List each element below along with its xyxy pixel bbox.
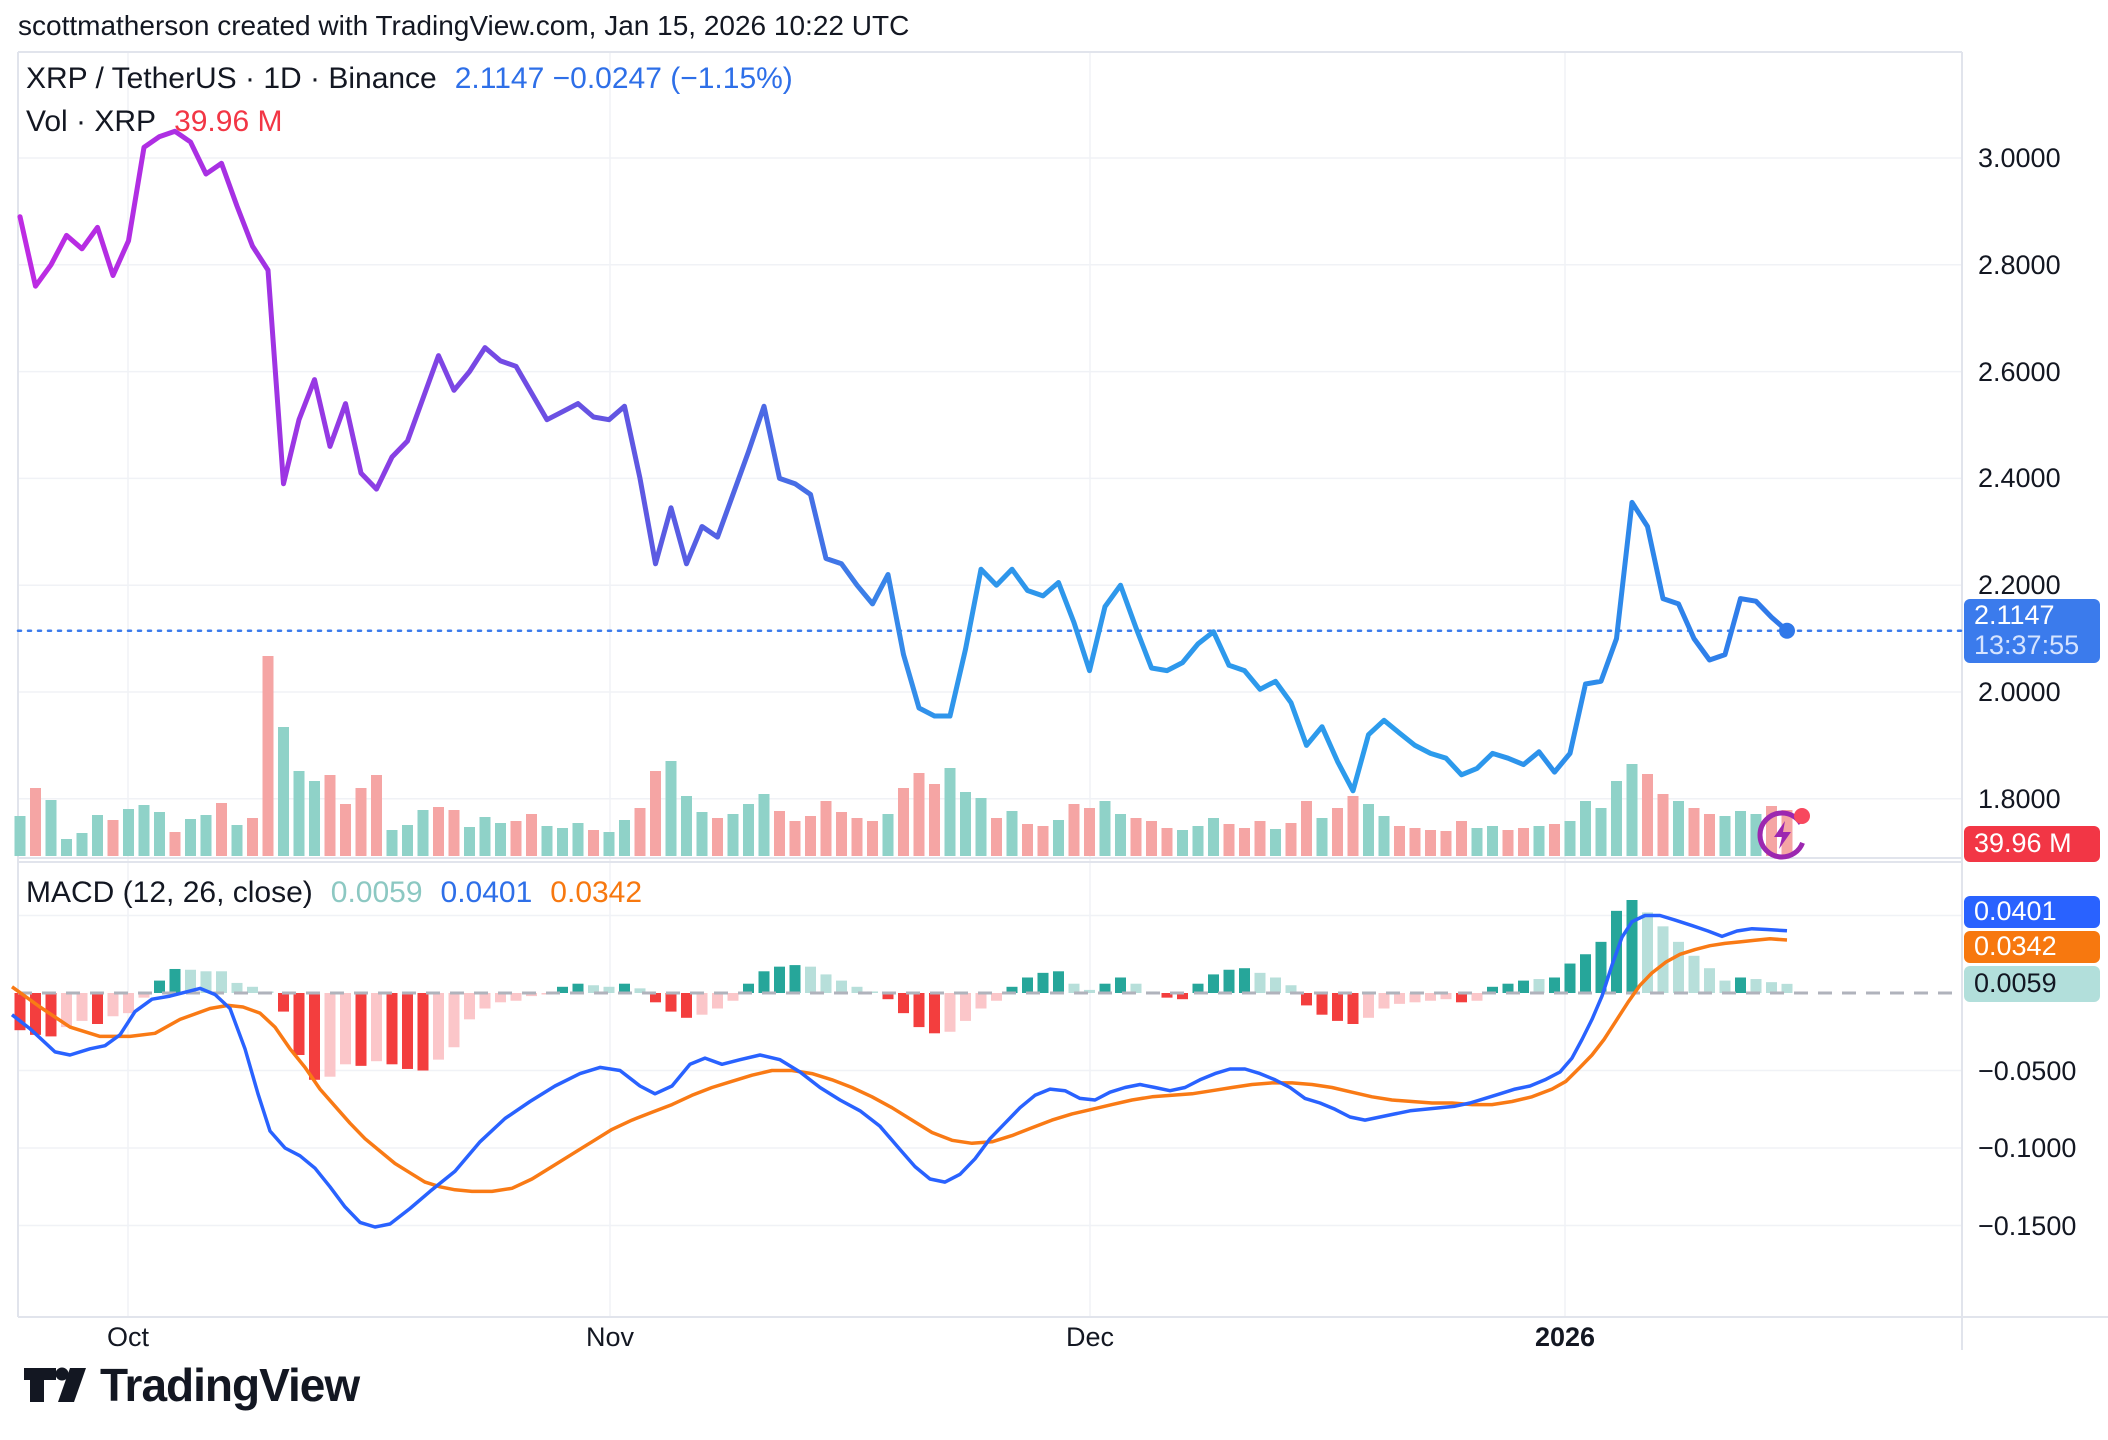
price-tick-label: 1.8000	[1978, 783, 2061, 814]
macd-tick-label: −0.1500	[1978, 1210, 2077, 1241]
volume-bars	[14, 656, 1793, 856]
macd-legend[interactable]: MACD (12, 26, close) 0.0059 0.0401 0.034…	[26, 876, 642, 910]
macd-histogram	[14, 900, 1962, 1080]
macd-hist-value: 0.0059	[330, 876, 423, 909]
macd-lines	[10, 913, 1788, 1229]
volume-legend-value: 39.96 M	[174, 105, 283, 138]
macd-line-value: 0.0401	[440, 876, 533, 909]
price-tick-label: 3.0000	[1978, 143, 2061, 173]
tradingview-logo-text: TradingView	[100, 1359, 360, 1411]
time-tick-label-2026: 2026	[1534, 1322, 1596, 1352]
gridlines	[18, 52, 1962, 1317]
time-tick-label-nov: Nov	[585, 1322, 635, 1352]
macd-legend-label: MACD (12, 26, close)	[26, 876, 313, 909]
price-tick-label: 2.0000	[1978, 677, 2061, 707]
notification-dot	[1794, 808, 1810, 824]
macd-tick-label: −0.0500	[1978, 1055, 2077, 1086]
signal-value-badge: 0.0342	[1964, 931, 2100, 963]
lightning-bolt-icon	[1774, 821, 1791, 849]
attribution-text: scottmatherson created with TradingView.…	[18, 10, 910, 41]
hist-value-badge: 0.0059	[1964, 966, 2100, 1002]
symbol-title[interactable]: XRP / TetherUS · 1D · Binance	[26, 62, 437, 95]
volume-legend-label: Vol · XRP	[26, 105, 157, 138]
pane-borders	[17, 51, 2108, 1350]
tradingview-logo[interactable]: TradingView	[24, 1358, 360, 1412]
macd-value-badge-text: 0.0401	[1974, 896, 2057, 927]
last-price-badge: 2.1147 13:37:55	[1964, 598, 2100, 663]
price-tick-label: 2.6000	[1978, 356, 2061, 387]
time-tick-label-oct: Oct	[106, 1322, 150, 1352]
volume-legend[interactable]: Vol · XRP 39.96 M	[26, 105, 282, 139]
tradingview-logo-mark	[24, 1367, 86, 1402]
time-tick-label-dec: Dec	[1065, 1322, 1115, 1352]
symbol-price-change: 2.1147 −0.0247 (−1.15%)	[454, 62, 793, 95]
price-tick-label: 2.2000	[1978, 570, 2061, 601]
price-tick-label: 2.4000	[1978, 463, 2061, 494]
price-line-series	[17, 128, 1795, 794]
volume-badge-value: 39.96 M	[1974, 828, 2072, 859]
symbol-legend[interactable]: XRP / TetherUS · 1D · Binance 2.1147 −0.…	[26, 62, 793, 96]
macd-signal-value: 0.0342	[550, 876, 643, 909]
last-price-badge-value: 2.1147	[1974, 600, 2055, 631]
countdown-timer: 13:37:55	[1974, 629, 2080, 660]
volume-badge: 39.96 M	[1964, 826, 2100, 862]
hist-value-badge-text: 0.0059	[1974, 968, 2057, 999]
boost-circle	[1757, 810, 1807, 860]
signal-value-badge-text: 0.0342	[1974, 931, 2057, 962]
boost-lightning-icon[interactable]	[1752, 804, 1816, 864]
macd-tick-label: −0.1000	[1978, 1133, 2077, 1163]
price-tick-label: 2.8000	[1978, 249, 2061, 280]
macd-value-badge: 0.0401	[1964, 896, 2100, 928]
